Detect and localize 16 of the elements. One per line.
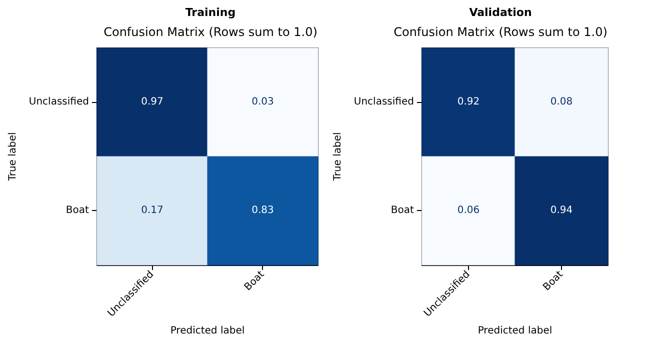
data-label: 0.92 <box>457 96 480 108</box>
chart-title: Training <box>185 6 236 19</box>
x-axis-title: Predicted label <box>170 326 245 336</box>
x-axis-title: Predicted label <box>478 326 552 336</box>
data-label: 0.03 <box>252 96 274 108</box>
data-label: 0.94 <box>550 205 573 216</box>
y-axis-title: True label <box>8 132 18 182</box>
chart-title: Validation <box>469 6 532 19</box>
data-label: 0.08 <box>550 96 573 108</box>
data-label: 0.17 <box>141 205 164 216</box>
data-label: 0.97 <box>141 96 164 108</box>
chart-subtitle: Confusion Matrix (Rows sum to 1.0) <box>104 25 318 39</box>
y-axis-title: True label <box>332 132 344 182</box>
data-label: 0.06 <box>457 205 480 216</box>
chart-subtitle: Confusion Matrix (Rows sum to 1.0) <box>394 25 608 39</box>
data-label: 0.83 <box>252 205 274 216</box>
